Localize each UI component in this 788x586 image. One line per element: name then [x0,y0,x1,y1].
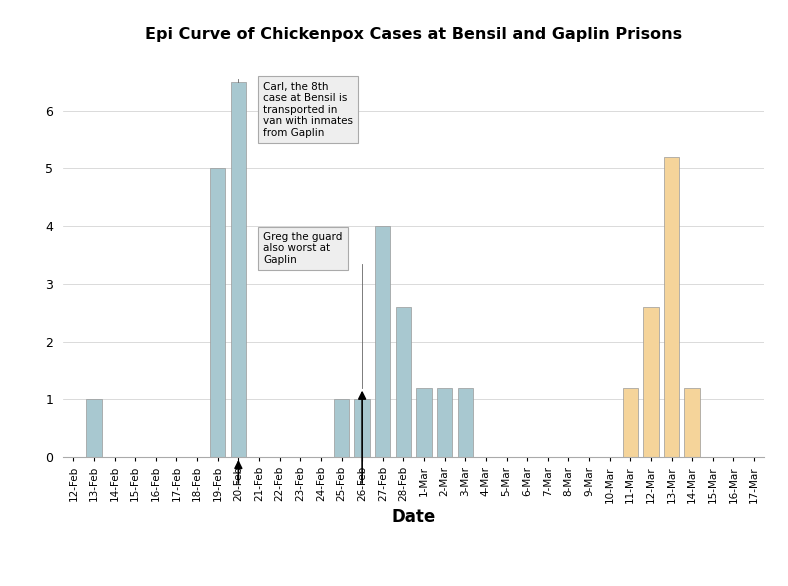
Bar [643,307,659,457]
Bar [210,168,225,457]
Bar [416,388,432,457]
Title: Epi Curve of Chickenpox Cases at Bensil and Gaplin Prisons: Epi Curve of Chickenpox Cases at Bensil … [145,27,682,42]
Text: Carl, the 8th
case at Bensil is
transported in
van with inmates
from Gaplin: Carl, the 8th case at Bensil is transpor… [263,81,353,138]
Bar [437,388,452,457]
Bar [86,399,102,457]
Bar [396,307,411,457]
Bar [663,156,679,457]
Bar [458,388,473,457]
Bar [334,399,349,457]
Bar [375,226,391,457]
Bar [355,399,370,457]
Bar [685,388,700,457]
Bar [231,81,246,457]
Text: Greg the guard
also worst at
Gaplin: Greg the guard also worst at Gaplin [263,232,343,265]
Bar [623,388,638,457]
X-axis label: Date: Date [392,508,436,526]
